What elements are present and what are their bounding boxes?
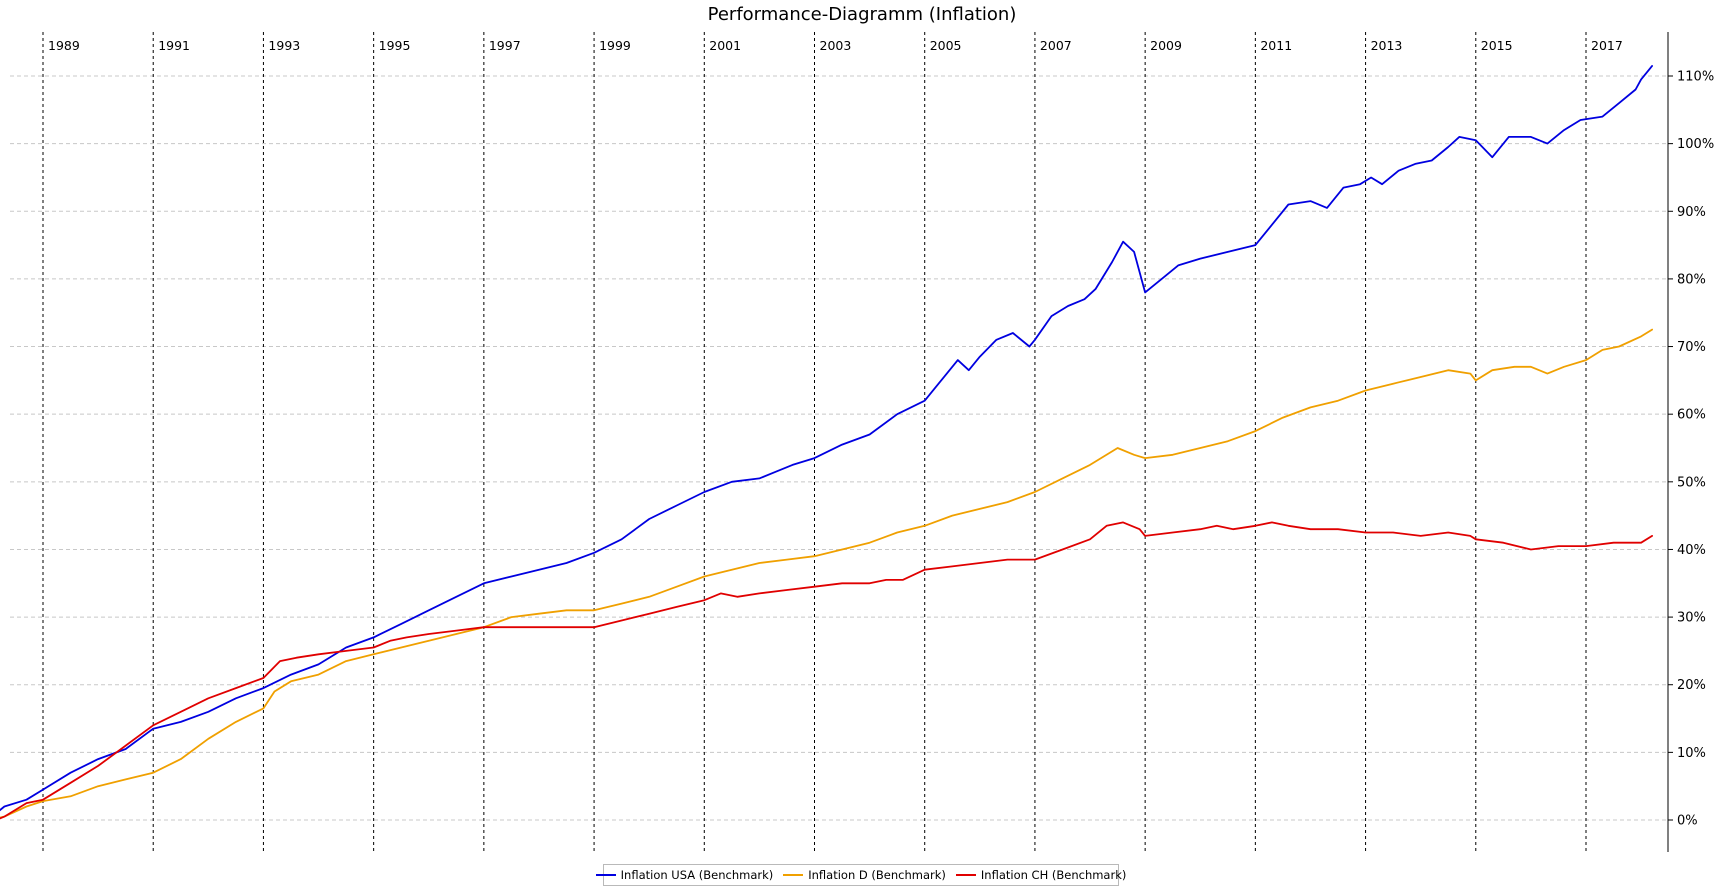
year-label: 1999 [599, 38, 631, 53]
y-tick-label: 20% [1677, 678, 1706, 693]
y-tick-label: 90% [1677, 205, 1706, 220]
y-tick-label: 30% [1677, 611, 1706, 626]
year-label: 2017 [1591, 38, 1623, 53]
y-tick-label: 100% [1677, 137, 1714, 152]
y-tick-label: 10% [1677, 746, 1706, 761]
legend-label-d: Inflation D (Benchmark) [808, 868, 946, 882]
legend-item-d: Inflation D (Benchmark) [783, 868, 946, 882]
y-tick-label: 80% [1677, 272, 1706, 287]
year-label: 2013 [1371, 38, 1403, 53]
y-tick-label: 60% [1677, 408, 1706, 423]
year-label: 2005 [930, 38, 962, 53]
series-line-2 [0, 521, 1653, 820]
legend-swatch-usa [595, 874, 616, 876]
y-tick-label: 110% [1677, 70, 1714, 85]
chart-title: Performance-Diagramm (Inflation) [707, 4, 1017, 25]
legend-item-ch: Inflation CH (Benchmark) [955, 868, 1127, 882]
year-label: 2003 [820, 38, 852, 53]
series-line-1 [0, 328, 1653, 819]
y-tick-label: 0% [1677, 814, 1698, 829]
year-label: 2011 [1260, 38, 1292, 53]
series-line-0 [0, 65, 1653, 812]
legend-label-ch: Inflation CH (Benchmark) [980, 868, 1127, 882]
year-label: 1991 [158, 38, 190, 53]
legend-swatch-ch [955, 874, 976, 876]
y-tick-label: 70% [1677, 340, 1706, 355]
year-label: 2015 [1481, 38, 1513, 53]
year-label: 1993 [268, 38, 300, 53]
year-label: 1995 [379, 38, 411, 53]
y-tick-label: 40% [1677, 543, 1706, 558]
year-label: 1989 [48, 38, 80, 53]
legend-label-usa: Inflation USA (Benchmark) [620, 868, 774, 882]
year-label: 2009 [1150, 38, 1182, 53]
legend-swatch-d [783, 874, 804, 876]
year-label: 2007 [1040, 38, 1072, 53]
legend-item-usa: Inflation USA (Benchmark) [595, 868, 774, 882]
y-tick-label: 50% [1677, 475, 1706, 490]
chart-legend: Inflation USA (Benchmark) Inflation D (B… [595, 864, 1126, 886]
year-label: 1997 [489, 38, 521, 53]
year-label: 2001 [709, 38, 741, 53]
